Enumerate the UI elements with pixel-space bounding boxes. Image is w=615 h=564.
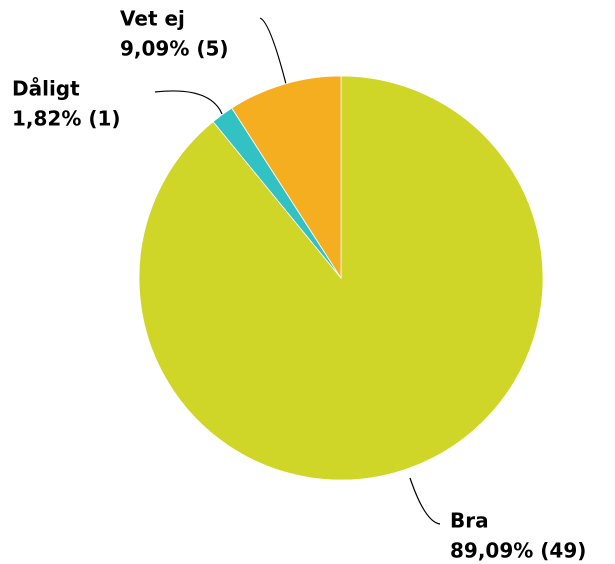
leader-line — [409, 477, 441, 525]
leader-line — [259, 17, 287, 85]
slice-label: Dåligt — [12, 77, 80, 101]
slice-value-label: 9,09% (5) — [120, 37, 229, 61]
slice-label: Vet ej — [120, 7, 185, 31]
slice-value-label: 89,09% (49) — [450, 539, 586, 563]
slice-label: Bra — [450, 509, 489, 533]
slice-value-label: 1,82% (1) — [12, 107, 121, 131]
pie-slice — [231, 75, 342, 280]
leader-line — [154, 90, 223, 115]
